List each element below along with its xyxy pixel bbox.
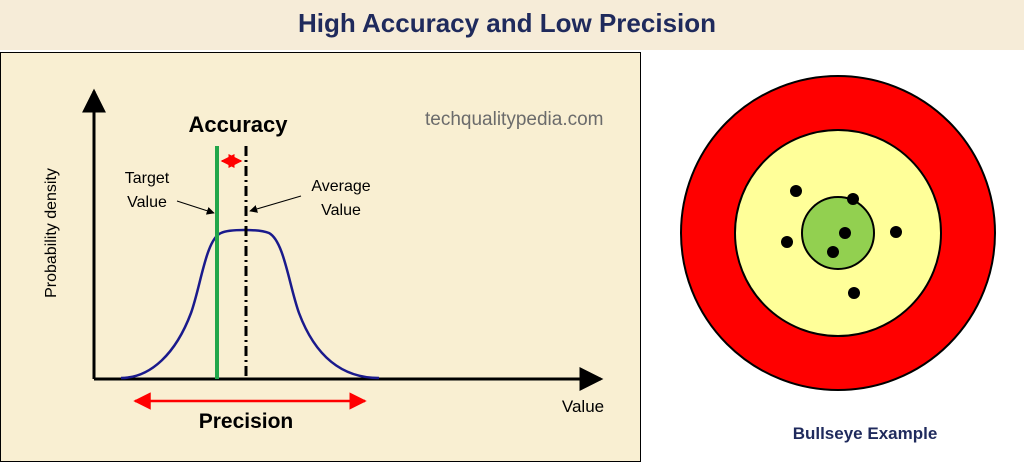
precision-label: Precision — [199, 410, 294, 433]
watermark: techqualitypedia.com — [425, 109, 604, 130]
target-value-label-line2: Value — [127, 194, 167, 211]
bullseye-shot — [848, 287, 860, 299]
title-bar: High Accuracy and Low Precision — [0, 0, 1024, 50]
x-axis-label: Value — [562, 397, 604, 416]
distribution-panel: Probability density Value techqualityped… — [0, 52, 641, 462]
target-value-label-line1: Target — [125, 170, 170, 187]
average-value-label-line1: Average — [311, 178, 370, 195]
y-axis-label: Probability density — [43, 168, 60, 298]
average-value-label-line2: Value — [321, 202, 361, 219]
bullseye-shot — [781, 236, 793, 248]
bullseye-caption: Bullseye Example — [792, 424, 938, 443]
bullseye-shot — [827, 246, 839, 258]
distribution-diagram: Probability density Value techqualityped… — [43, 88, 604, 433]
bullseye-shot — [847, 193, 859, 205]
distribution-curve — [120, 228, 380, 380]
bullseye-shot — [839, 227, 851, 239]
page-title: High Accuracy and Low Precision — [297, 8, 717, 38]
accuracy-label: Accuracy — [188, 112, 288, 137]
average-pointer — [249, 195, 302, 213]
bullseye-shot — [790, 185, 802, 197]
target-pointer — [176, 200, 215, 215]
bullseye-target — [680, 75, 996, 391]
bullseye-center — [801, 196, 875, 270]
bullseye-shot — [890, 226, 902, 238]
